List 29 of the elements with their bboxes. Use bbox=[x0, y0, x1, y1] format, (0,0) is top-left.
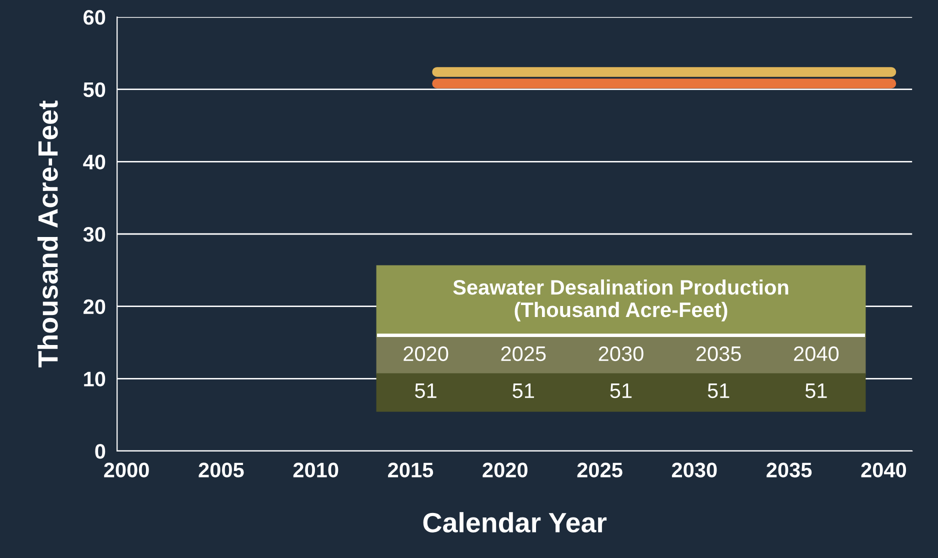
y-tick-label: 30 bbox=[83, 227, 106, 242]
annotation: 2030 bbox=[598, 346, 644, 362]
x-tick-label: 2035 bbox=[766, 462, 812, 478]
annotation: 51 bbox=[415, 384, 436, 398]
x-tick-label: 2010 bbox=[293, 462, 338, 478]
y-axis-title: Thousand Acre-Feet bbox=[37, 100, 58, 368]
y-tick-label: 0 bbox=[95, 444, 106, 459]
x-axis-title: Calendar Year bbox=[423, 512, 607, 532]
y-tick-label: 40 bbox=[83, 154, 106, 170]
x-tick-label: 2030 bbox=[672, 462, 717, 478]
annotation: 51 bbox=[512, 384, 534, 398]
x-tick-label: 2025 bbox=[577, 462, 622, 478]
x-tick-label: 2005 bbox=[198, 462, 244, 478]
annotation: 2025 bbox=[501, 346, 546, 362]
annotation: 2020 bbox=[404, 346, 448, 362]
annotation: Seawater Desalination Production (Thousand Acre-Feet) bbox=[453, 279, 788, 322]
annotation: 51 bbox=[805, 384, 827, 398]
y-tick-label: 50 bbox=[83, 82, 106, 98]
y-tick-label: 60 bbox=[84, 10, 106, 25]
x-tick-label: 2015 bbox=[388, 462, 434, 478]
annotation: 51 bbox=[708, 384, 730, 398]
x-tick-label: 2020 bbox=[482, 462, 528, 478]
y-tick-label: 20 bbox=[84, 299, 106, 314]
annotation: 51 bbox=[610, 384, 632, 398]
annotation: 2035 bbox=[696, 346, 741, 362]
annotation: 2040 bbox=[794, 346, 839, 362]
x-tick-label: 2000 bbox=[104, 462, 149, 478]
y-tick-label: 10 bbox=[84, 372, 106, 386]
x-tick-label: 2040 bbox=[861, 462, 906, 478]
